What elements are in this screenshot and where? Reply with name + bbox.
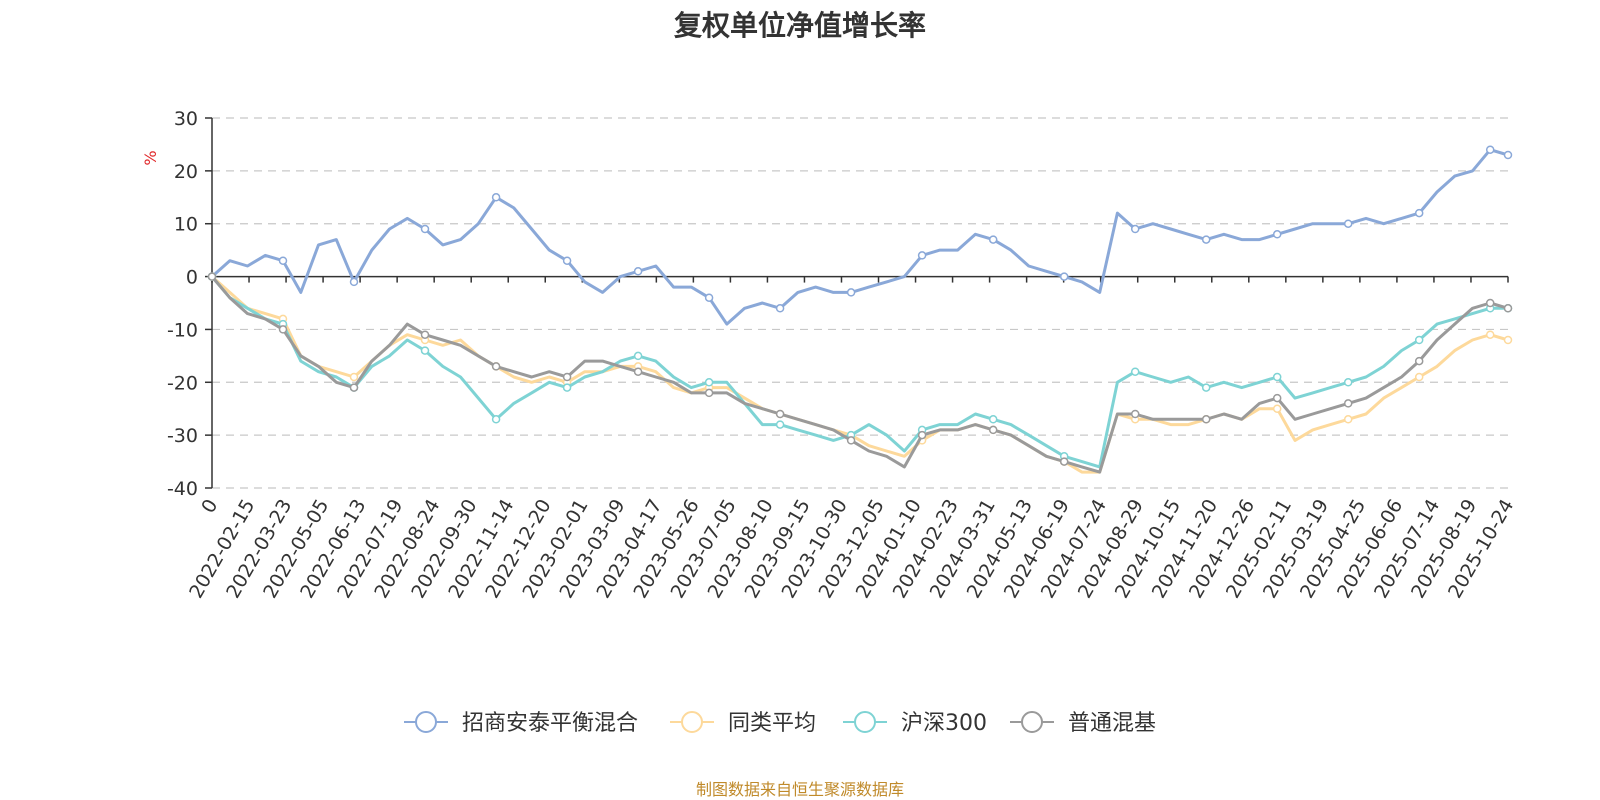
axes: 3020100-10-20-30-40%02022-02-152022-03-2… (141, 108, 1518, 602)
data-point (1503, 150, 1513, 160)
data-point (633, 367, 643, 376)
data-point (1503, 335, 1513, 345)
legend-marker-icon (854, 711, 876, 733)
data-point (491, 193, 501, 202)
data-point (1485, 145, 1495, 154)
y-tick-label: -30 (167, 425, 198, 447)
series-line (211, 275, 1509, 474)
legend-item[interactable]: 同类平均 (670, 711, 816, 736)
data-point (420, 224, 430, 234)
data-point (917, 430, 927, 440)
data-point (1272, 393, 1282, 403)
data-point (1485, 298, 1495, 308)
data-point (1130, 367, 1140, 376)
data-point (704, 378, 714, 387)
data-point (1130, 224, 1140, 234)
y-tick-label: 20 (174, 161, 198, 183)
data-point (633, 267, 643, 276)
data-point (1201, 383, 1211, 392)
data-point (775, 420, 785, 429)
legend[interactable]: 招商安泰平衡混合 同类平均 沪深300 普通混基 (404, 711, 1156, 736)
data-point (349, 277, 359, 287)
data-point (633, 351, 643, 361)
data-point (846, 436, 856, 445)
legend-item[interactable]: 普通混基 (1010, 711, 1156, 736)
data-point (1414, 208, 1424, 218)
legend-item[interactable]: 沪深300 (843, 711, 987, 736)
data-point (562, 383, 572, 392)
data-point (1414, 335, 1424, 345)
data-point (1059, 272, 1069, 281)
y-tick-label: -10 (167, 319, 198, 341)
legend-marker-icon (681, 711, 703, 733)
series-0 (207, 145, 1513, 326)
data-point (988, 415, 998, 424)
data-point (1201, 235, 1211, 244)
data-point (917, 251, 927, 260)
series-2 (207, 272, 1513, 469)
y-tick-label: -20 (167, 372, 198, 394)
data-point (491, 415, 501, 424)
legend-marker-icon (415, 711, 437, 733)
data-point (846, 288, 856, 297)
grid-lines (212, 117, 1508, 489)
data-point (349, 383, 359, 392)
data-point (278, 256, 288, 265)
data-point (1343, 399, 1353, 408)
data-point (491, 362, 501, 371)
data-point (207, 272, 217, 281)
y-tick-label: 0 (186, 267, 198, 289)
y-axis-unit: % (141, 150, 160, 165)
data-point (562, 372, 572, 382)
x-tick-label: 0 (197, 496, 222, 517)
legend-item[interactable]: 招商安泰平衡混合 (404, 711, 638, 736)
legend-marker-icon (1021, 711, 1043, 733)
data-point (1414, 356, 1424, 366)
series-3 (207, 272, 1513, 474)
series-1 (207, 272, 1513, 474)
source-note: 制图数据来自恒生聚源数据库 (695, 780, 904, 799)
data-point (1059, 457, 1069, 466)
legend-label: 招商安泰平衡混合 (462, 711, 638, 736)
series-lines (207, 145, 1513, 474)
data-point (1485, 330, 1495, 339)
data-point (1343, 415, 1353, 424)
data-point (1201, 415, 1211, 424)
data-point (775, 304, 785, 313)
data-point (1343, 378, 1353, 387)
y-tick-label: 30 (174, 108, 198, 130)
data-point (1414, 372, 1424, 382)
data-point (1503, 304, 1513, 313)
data-point (704, 388, 714, 398)
y-tick-label: 10 (174, 214, 198, 236)
data-point (278, 325, 288, 334)
legend-label: 普通混基 (1068, 711, 1156, 736)
chart-title: 复权单位净值增长率 (673, 9, 926, 42)
data-point (1272, 230, 1282, 239)
series-line (210, 275, 1508, 469)
y-tick-label: -40 (167, 478, 198, 500)
data-point (988, 425, 998, 435)
data-point (420, 330, 430, 339)
legend-label: 同类平均 (728, 711, 816, 736)
data-point (1130, 409, 1140, 419)
data-point (1272, 372, 1282, 382)
data-point (775, 409, 785, 419)
data-point (1343, 219, 1353, 228)
data-point (988, 235, 998, 244)
legend-label: 沪深300 (901, 711, 987, 736)
series-line (210, 275, 1509, 474)
series-line (211, 148, 1509, 326)
data-point (704, 293, 714, 302)
data-point (1272, 404, 1282, 413)
data-point (420, 346, 430, 355)
data-point (562, 256, 572, 265)
data-point (349, 372, 359, 382)
